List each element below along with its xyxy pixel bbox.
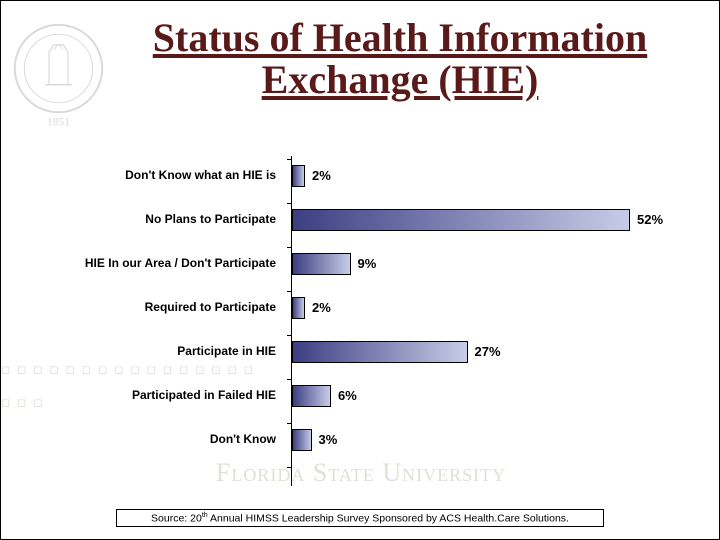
axis-tick: [287, 159, 291, 160]
hie-status-chart: Don't Know what an HIE is2%No Plans to P…: [71, 156, 691, 486]
category-label: Participate in HIE: [66, 344, 276, 358]
source-prefix: Source: 20: [151, 512, 202, 524]
bar: [292, 253, 351, 275]
bar: [292, 429, 312, 451]
svg-text:1851: 1851: [47, 117, 70, 129]
bar: [292, 297, 305, 319]
bar-value-label: 6%: [338, 388, 357, 403]
bar-value-label: 27%: [475, 344, 501, 359]
bar-value-label: 2%: [312, 300, 331, 315]
source-citation: Source: 20th Annual HIMSS Leadership Sur…: [116, 509, 604, 528]
category-label: HIE In our Area / Don't Participate: [66, 256, 276, 270]
title-line-2: Exchange (HIE): [262, 57, 539, 102]
slide-title: Status of Health Information Exchange (H…: [101, 17, 699, 101]
bar-value-label: 52%: [637, 212, 663, 227]
chart-plot-area: Don't Know what an HIE is2%No Plans to P…: [291, 156, 691, 486]
svg-text:· · · · · · ·: · · · · · · ·: [41, 26, 75, 32]
bar: [292, 165, 305, 187]
axis-tick: [287, 423, 291, 424]
bar: [292, 341, 468, 363]
category-label: Participated in Failed HIE: [66, 388, 276, 402]
bar-value-label: 2%: [312, 168, 331, 183]
category-label: No Plans to Participate: [66, 212, 276, 226]
axis-tick: [287, 247, 291, 248]
axis-tick: [287, 379, 291, 380]
bar: [292, 385, 331, 407]
slide: 1851 · · · · · · · Status of Health Info…: [0, 0, 720, 540]
bar-value-label: 9%: [358, 256, 377, 271]
university-seal-watermark: 1851 · · · · · · ·: [11, 13, 106, 143]
title-line-1: Status of Health Information: [153, 15, 647, 60]
bar: [292, 209, 630, 231]
category-label: Don't Know: [66, 432, 276, 446]
bar-value-label: 3%: [319, 432, 338, 447]
category-label: Don't Know what an HIE is: [66, 168, 276, 182]
axis-tick: [287, 203, 291, 204]
axis-tick: [287, 335, 291, 336]
axis-tick: [287, 291, 291, 292]
axis-tick: [287, 467, 291, 468]
category-label: Required to Participate: [66, 300, 276, 314]
source-suffix: Annual HIMSS Leadership Survey Sponsored…: [208, 512, 569, 524]
